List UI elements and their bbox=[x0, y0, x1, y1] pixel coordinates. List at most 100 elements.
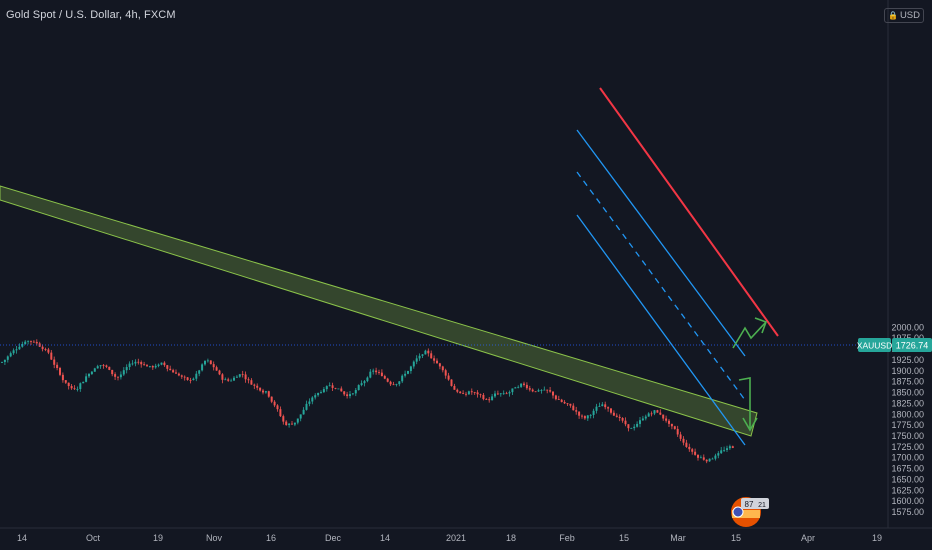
candle-body bbox=[73, 388, 76, 390]
candle-body bbox=[279, 409, 282, 417]
candle-body bbox=[276, 405, 279, 410]
candle-body bbox=[293, 422, 296, 425]
candle-body bbox=[233, 377, 235, 381]
candle-body bbox=[572, 405, 575, 411]
candle-body bbox=[282, 416, 285, 422]
candle-body bbox=[433, 358, 436, 361]
candle-body bbox=[723, 449, 726, 451]
candle-body bbox=[302, 409, 305, 415]
y-tick-label: 1800.00 bbox=[891, 409, 924, 419]
candle-body bbox=[70, 386, 73, 389]
candle-body bbox=[291, 423, 293, 425]
candle-body bbox=[395, 384, 398, 385]
candle-body bbox=[682, 438, 685, 443]
candle-body bbox=[340, 388, 343, 392]
time-axis[interactable]: 14 Oct 19 Nov 16 Dec 14 2021 18 Feb 15 Mar 15 Apr 19 bbox=[17, 533, 882, 543]
candle-body bbox=[322, 389, 325, 393]
candle-body bbox=[154, 365, 157, 368]
drawings-layer bbox=[0, 87, 779, 446]
candle-body bbox=[308, 401, 311, 404]
candle-body bbox=[398, 381, 401, 385]
candle-body bbox=[494, 393, 496, 397]
candle-body bbox=[520, 383, 523, 387]
candle-body bbox=[27, 340, 30, 342]
candle-body bbox=[485, 399, 488, 400]
candle-body bbox=[299, 414, 302, 419]
candle-body bbox=[262, 390, 264, 393]
candle-body bbox=[128, 363, 131, 368]
last-price-value: 1726.74 bbox=[896, 341, 929, 351]
candle-body bbox=[630, 428, 633, 429]
candle-body bbox=[438, 363, 441, 367]
candle-body bbox=[514, 387, 517, 389]
candle-body bbox=[540, 390, 543, 391]
candle-body bbox=[491, 396, 494, 401]
candle-body bbox=[221, 374, 224, 380]
candle-body bbox=[285, 421, 288, 426]
candle-body bbox=[82, 381, 85, 384]
candle-body bbox=[644, 416, 647, 419]
candle-body bbox=[189, 379, 192, 381]
x-tick-label: 2021 bbox=[446, 533, 466, 543]
y-tick-label: 1700.00 bbox=[891, 453, 924, 463]
candle-body bbox=[372, 370, 375, 372]
candle-body bbox=[146, 365, 148, 367]
candle-body bbox=[708, 458, 711, 462]
candle-body bbox=[6, 356, 9, 360]
candle-body bbox=[447, 375, 450, 380]
candle-body bbox=[595, 406, 598, 411]
events-badge[interactable]: 87 21 bbox=[731, 497, 769, 527]
candle-body bbox=[259, 387, 262, 391]
candle-body bbox=[488, 399, 491, 401]
candle-body bbox=[685, 442, 688, 447]
candle-body bbox=[607, 407, 610, 409]
projection-up-arrowhead bbox=[754, 317, 768, 334]
candle-body bbox=[563, 401, 566, 404]
x-tick-label: 19 bbox=[872, 533, 882, 543]
candle-body bbox=[134, 361, 137, 364]
candle-body bbox=[360, 383, 363, 386]
candle-body bbox=[465, 393, 467, 395]
symbol-label: XAUUSD bbox=[857, 341, 892, 351]
candle-body bbox=[534, 391, 537, 393]
candle-body bbox=[676, 428, 679, 435]
candle-body bbox=[166, 365, 169, 369]
candle-body bbox=[479, 394, 482, 396]
candle-body bbox=[508, 392, 511, 394]
candle-body bbox=[172, 370, 175, 373]
candle-body bbox=[99, 365, 102, 367]
candle-body bbox=[641, 418, 644, 421]
candle-body bbox=[238, 374, 241, 377]
candle-body bbox=[714, 455, 717, 459]
candle-body bbox=[317, 392, 320, 396]
candle-body bbox=[334, 387, 337, 389]
x-tick-label: Oct bbox=[86, 533, 101, 543]
candle-body bbox=[79, 383, 82, 390]
currency-selector[interactable]: 🔒 USD bbox=[883, 8, 924, 23]
candle-body bbox=[30, 340, 32, 342]
candle-body bbox=[305, 403, 308, 410]
candle-body bbox=[235, 376, 238, 378]
candle-body bbox=[610, 408, 612, 413]
candle-body bbox=[288, 423, 291, 426]
candle-body bbox=[511, 388, 514, 393]
candle-body bbox=[711, 458, 714, 460]
channel-midline bbox=[576, 171, 746, 401]
candle-body bbox=[105, 365, 108, 367]
candle-body bbox=[583, 416, 586, 419]
candle-body bbox=[192, 378, 195, 380]
candle-body bbox=[633, 426, 636, 429]
candle-body bbox=[209, 360, 212, 365]
candle-body bbox=[24, 341, 27, 345]
candle-body bbox=[253, 384, 256, 386]
y-tick-label: 1750.00 bbox=[891, 431, 924, 441]
candle-body bbox=[93, 368, 96, 372]
chart-title: Gold Spot / U.S. Dollar, 4h, FXCM bbox=[6, 9, 176, 21]
candle-body bbox=[3, 359, 6, 362]
candle-body bbox=[351, 393, 354, 395]
candle-body bbox=[557, 399, 560, 400]
candle-body bbox=[76, 389, 79, 390]
candle-body bbox=[343, 391, 346, 395]
candle-body bbox=[241, 374, 244, 376]
